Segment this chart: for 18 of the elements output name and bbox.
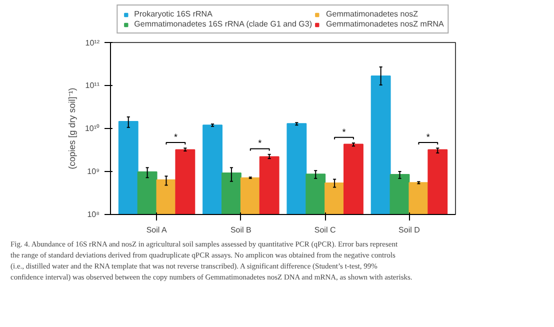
- annotation: *: [258, 138, 262, 148]
- y-tick-label: 10¹²: [85, 38, 100, 48]
- y-tick-label: 10¹⁰: [84, 124, 100, 133]
- annotation: *: [342, 126, 346, 137]
- x-tick-label: Soil A: [146, 226, 168, 234]
- legend-label: Prokaryotic 16S rRNA: [134, 10, 212, 18]
- y-axis-title: (copies [g dry soil]⁻¹): [66, 88, 77, 170]
- x-tick-label: Soil B: [230, 226, 252, 234]
- annotation: *: [426, 132, 430, 142]
- legend-label: Gemmatimonadetes nosZ mRNA: [326, 20, 444, 28]
- y-tick-label: 10⁹: [87, 167, 100, 176]
- annotation: *: [174, 132, 178, 142]
- x-tick-label: Soil C: [314, 226, 336, 234]
- legend-label: Gemmatimonadetes nosZ: [326, 10, 418, 18]
- legend-label: Gemmatimonadetes 16S rRNA (clade G1 and G3): [134, 20, 312, 28]
- x-tick-label: Soil D: [398, 226, 420, 234]
- y-tick-label: 10⁸: [87, 210, 100, 219]
- y-tick-label: 10¹¹: [85, 81, 100, 90]
